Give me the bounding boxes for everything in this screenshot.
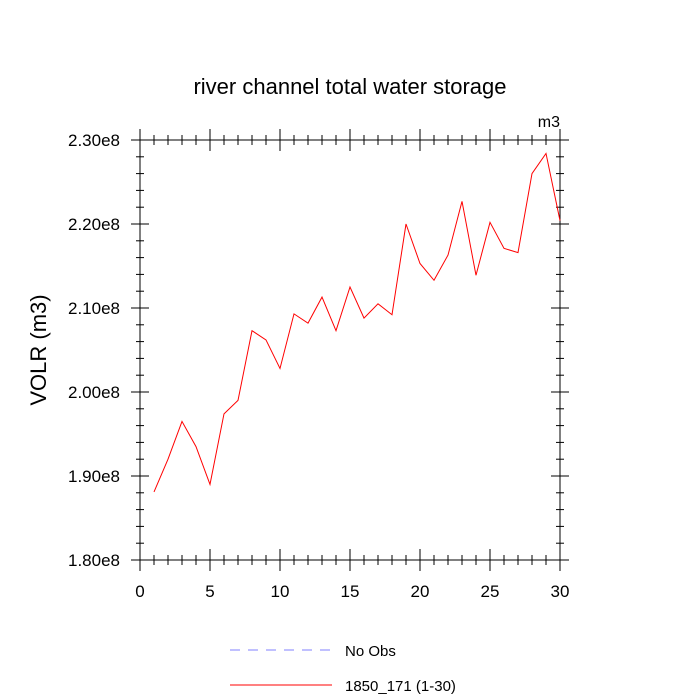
x-tick-label: 10 xyxy=(271,582,290,601)
series-line-1850-171 xyxy=(153,152,561,493)
legend-label-1850-171: 1850_171 (1-30) xyxy=(345,678,456,695)
y-tick-label: 2.00e8 xyxy=(68,383,120,402)
y-tick-label: 2.20e8 xyxy=(68,215,120,234)
y-tick-label: 1.80e8 xyxy=(68,551,120,570)
x-tick-label: 0 xyxy=(135,582,144,601)
x-tick-label: 5 xyxy=(205,582,214,601)
x-tick-label: 30 xyxy=(551,582,570,601)
y-tick-label: 2.10e8 xyxy=(68,299,120,318)
x-tick-label: 15 xyxy=(341,582,360,601)
plot-border xyxy=(139,139,561,561)
legend-label-no-obs: No Obs xyxy=(345,643,396,660)
y-axis-label: VOLR (m3) xyxy=(26,294,51,405)
y-tick-label: 2.30e8 xyxy=(68,131,120,150)
legend: No Obs 1850_171 (1-30) xyxy=(230,643,456,695)
y-tick-label: 1.90e8 xyxy=(68,467,120,486)
chart-title: river channel total water storage xyxy=(193,74,506,99)
x-tick-label: 20 xyxy=(411,582,430,601)
units-label: m3 xyxy=(538,114,560,131)
x-tick-label: 25 xyxy=(481,582,500,601)
